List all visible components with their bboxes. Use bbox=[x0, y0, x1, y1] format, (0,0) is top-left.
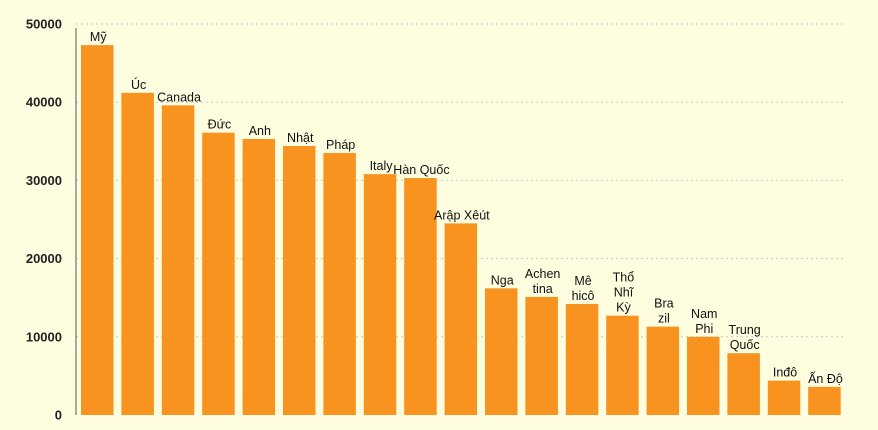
bar bbox=[525, 296, 558, 415]
bar-label: Nam Phi bbox=[691, 307, 717, 336]
bar-label: Nga bbox=[491, 273, 514, 287]
y-tick-label: 20000 bbox=[26, 251, 62, 266]
y-tick-label: 0 bbox=[55, 408, 62, 423]
bar bbox=[687, 336, 720, 415]
bar-label: Trung Quốc bbox=[729, 323, 761, 352]
bar-label: Nhật bbox=[287, 131, 314, 145]
bar-label: Úc bbox=[131, 77, 146, 92]
bar bbox=[283, 145, 316, 415]
bar-label: Pháp bbox=[326, 138, 355, 152]
bar-labels: Mỹ Úc Canada Đức Anh Nhật Pháp Italy Hàn Quốc Arậ… bbox=[90, 30, 843, 386]
bar bbox=[161, 105, 195, 415]
bar bbox=[767, 380, 801, 415]
bar bbox=[323, 153, 356, 415]
bar-label: Achen tina bbox=[525, 267, 560, 296]
bar bbox=[646, 326, 680, 415]
bar bbox=[606, 315, 639, 415]
bar-label: Inđô bbox=[773, 366, 797, 380]
bar bbox=[444, 223, 478, 415]
bars bbox=[81, 45, 841, 416]
bar bbox=[363, 174, 397, 415]
bar-label: Anh bbox=[249, 124, 271, 138]
y-tick-label: 40000 bbox=[26, 95, 62, 110]
bar bbox=[404, 178, 437, 415]
y-axis-ticks: 0 10000 20000 30000 40000 50000 bbox=[26, 17, 77, 423]
bar bbox=[727, 353, 760, 415]
bar-label: Canada bbox=[157, 90, 201, 104]
bar-label: Đức bbox=[208, 118, 232, 132]
bar-label: Italy bbox=[370, 159, 394, 173]
bar-label: Mê hicô bbox=[572, 274, 595, 303]
bar-label: Ấn Độ bbox=[808, 371, 843, 386]
bar-label: Mỹ bbox=[90, 30, 107, 44]
bar bbox=[485, 288, 518, 415]
y-tick-label: 30000 bbox=[26, 173, 62, 188]
y-tick-label: 10000 bbox=[26, 329, 62, 344]
bar-label: Bra zil bbox=[654, 297, 674, 326]
y-tick-label: 50000 bbox=[26, 17, 62, 32]
bar-label: Hàn Quốc bbox=[393, 163, 449, 177]
bar bbox=[808, 386, 841, 415]
bar-label: Arập Xêút bbox=[434, 208, 490, 222]
bar bbox=[121, 92, 154, 415]
bar bbox=[81, 45, 114, 415]
bar bbox=[202, 132, 235, 415]
bar bbox=[565, 303, 599, 415]
bar bbox=[242, 138, 276, 416]
bar-label: Thổ Nhĩ Kỳ bbox=[613, 271, 635, 315]
